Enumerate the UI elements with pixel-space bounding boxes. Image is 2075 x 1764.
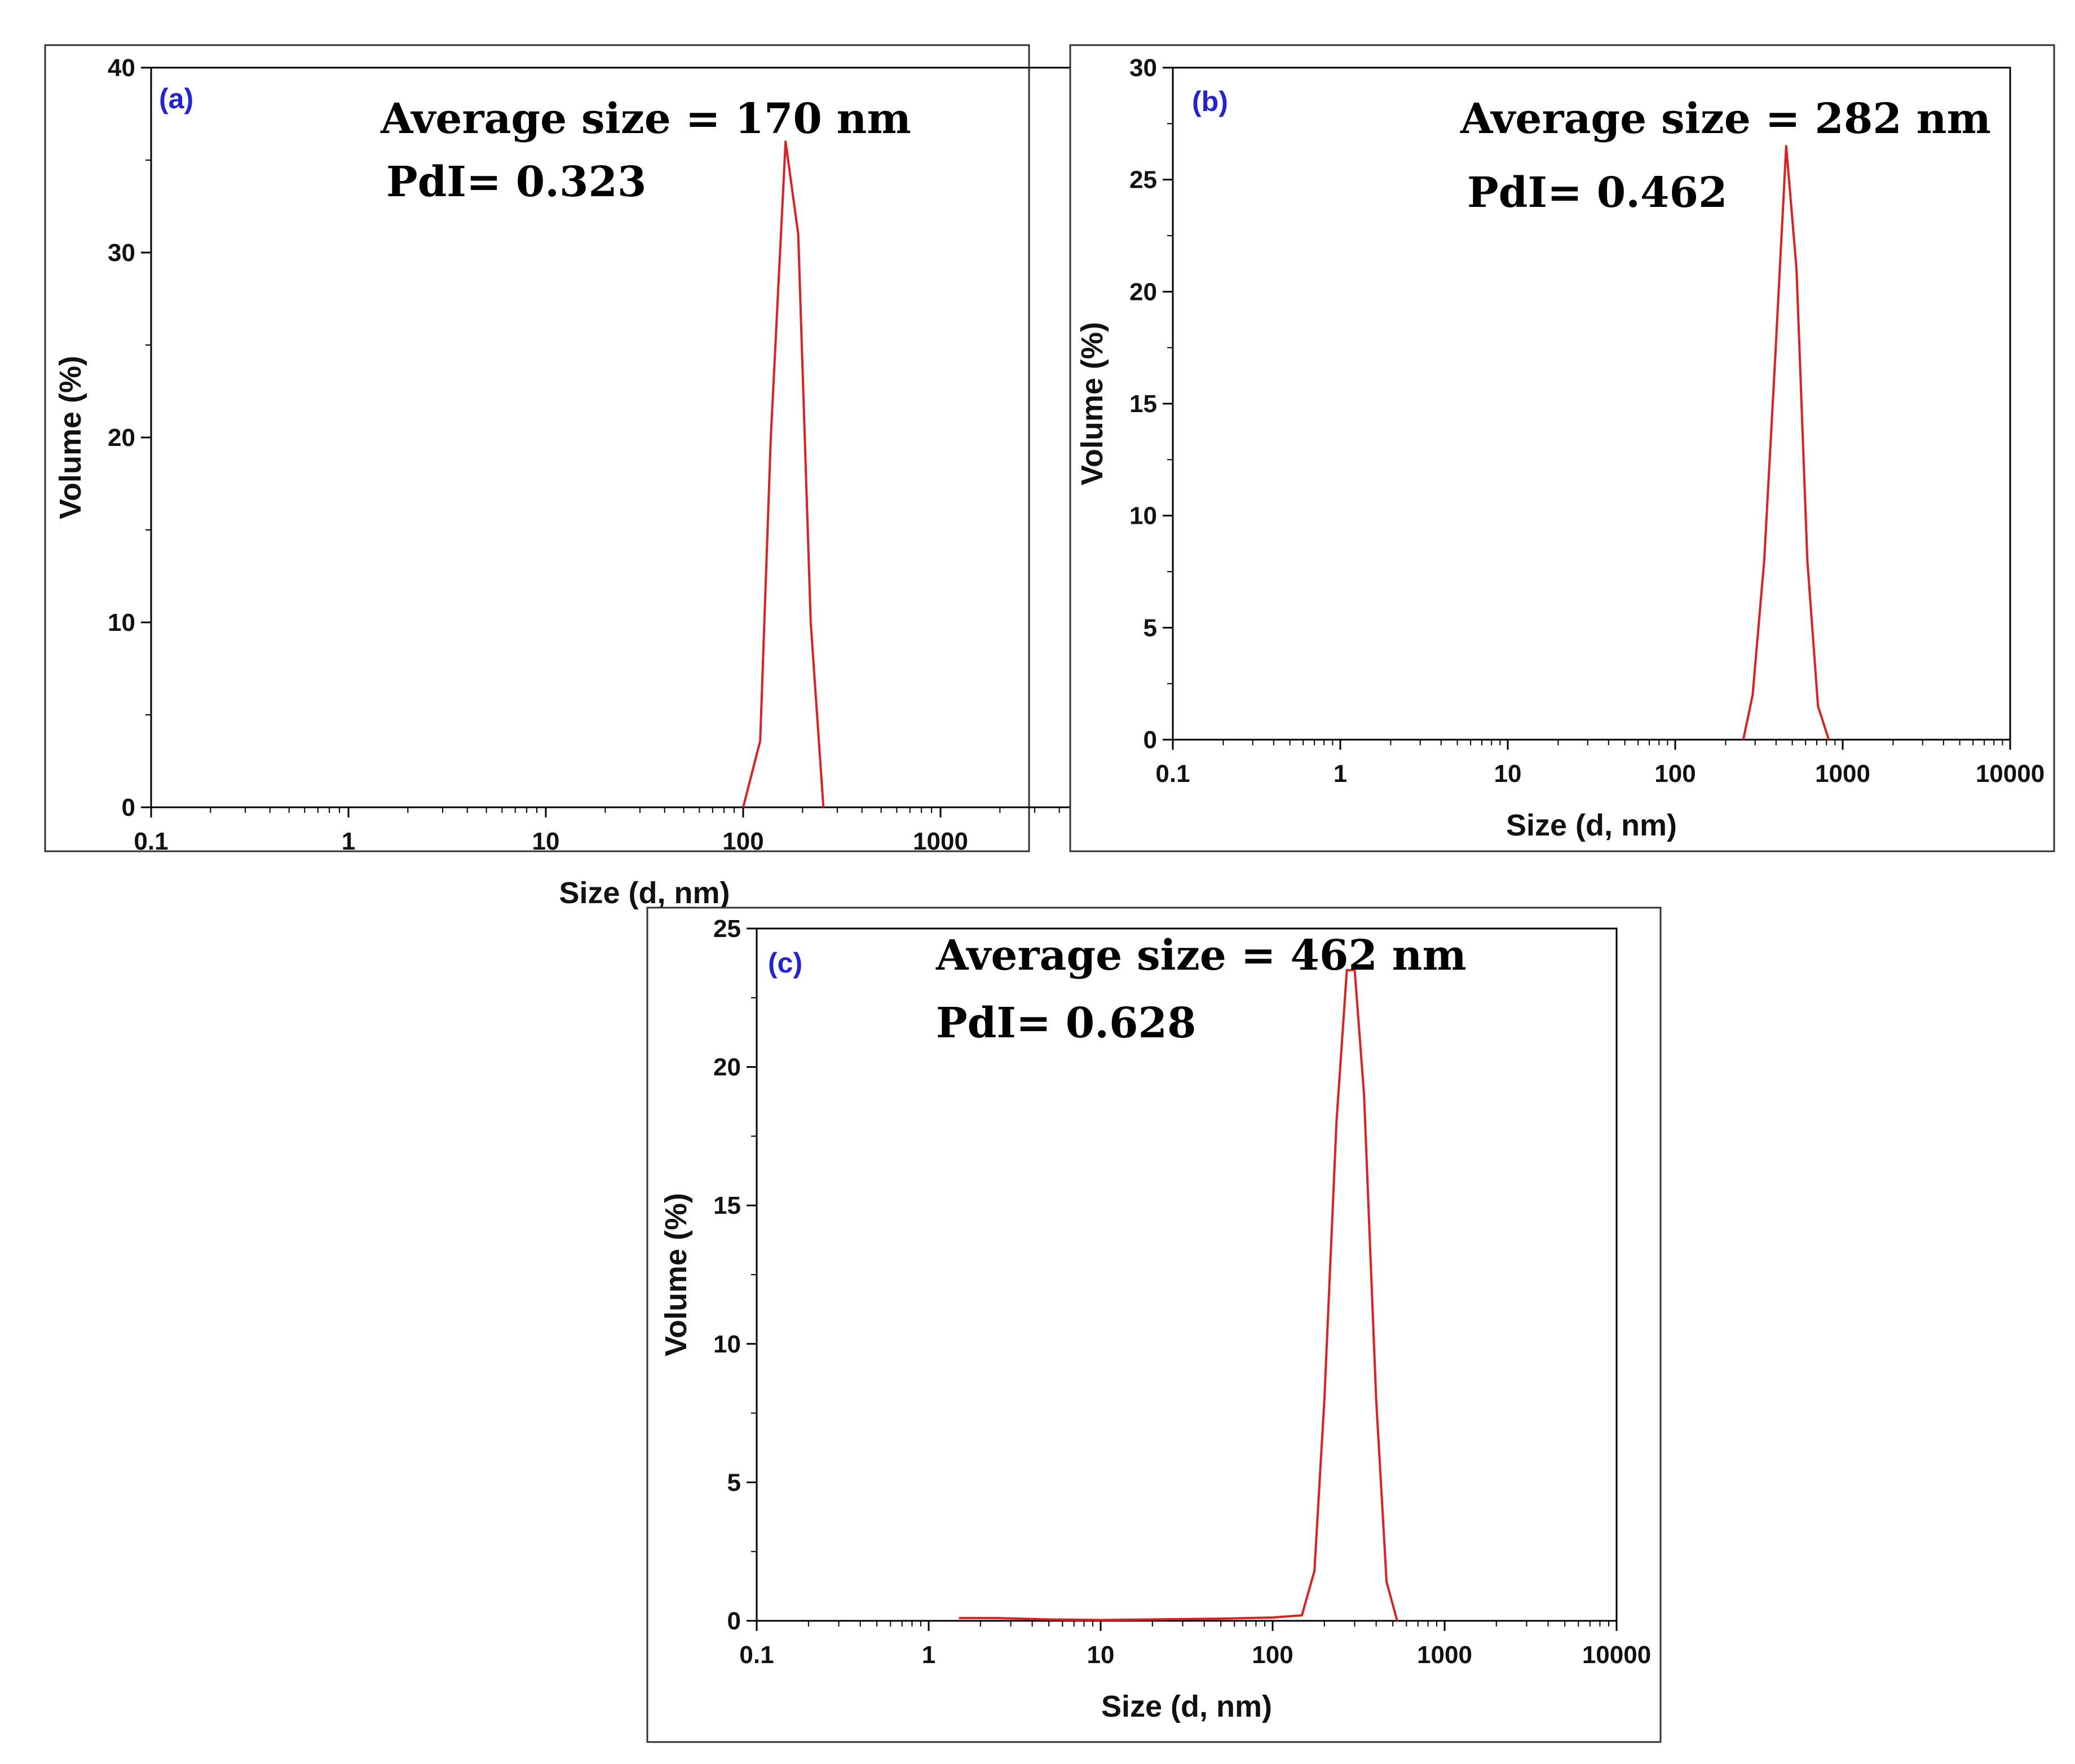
y-tick-label: 0 [122,794,135,821]
x-tick-label: 0.1 [739,1641,774,1669]
x-axis-title: Size (d, nm) [1101,1690,1272,1723]
x-tick-label: 100 [722,828,763,855]
x-tick-label: 100 [1252,1641,1293,1669]
y-tick-label: 10 [108,609,135,636]
chart-panel-b: 0.1 1 10 100 1000 10000 0 5 10 15 20 25 30 Size (d, n… [1069,44,2055,852]
average-size-annotation: Average size = 462 nm [935,931,1467,980]
y-tick-label: 15 [713,1192,741,1219]
y-tick-label: 10 [713,1330,741,1358]
series-line [742,140,825,808]
y-axis-title: Volume (%) [54,356,87,519]
average-size-annotation: Average size = 170 nm [380,95,911,143]
panel-label: (a) [159,83,193,114]
chart-panel-c: 0.1 1 10 100 1000 10000 0 5 10 15 20 25 Size (d, nm)… [646,907,1662,1743]
y-tick-label: 15 [1129,390,1157,418]
y-tick-label: 40 [108,54,135,82]
x-tick-label: 10000 [1582,1641,1651,1669]
panel-frame [44,44,1030,852]
y-tick-label: 0 [727,1607,741,1635]
panel-frame [1069,44,2055,852]
panel-label: (b) [1192,86,1228,117]
pdi-annotation: PdI= 0.462 [1467,169,1728,217]
y-tick-label: 20 [713,1054,741,1081]
x-tick-label: 1000 [913,828,968,855]
y-tick-label: 20 [108,424,135,452]
x-tick-label: 10 [532,828,560,855]
y-axis-title: Volume (%) [1075,322,1109,485]
x-tick-label: 1 [1334,760,1347,788]
y-tick-label: 25 [713,915,741,943]
x-tick-label: 0.1 [134,828,168,855]
y-tick-label: 20 [1129,278,1157,306]
average-size-annotation: Average size = 282 nm [1460,95,1991,143]
y-tick-label: 10 [1129,502,1157,530]
y-tick-label: 0 [1144,726,1157,754]
x-tick-label: 10 [1494,760,1522,788]
pdi-annotation: PdI= 0.628 [936,999,1197,1047]
y-tick-label: 5 [727,1469,741,1496]
y-axis-title: Volume (%) [659,1193,693,1356]
x-tick-label: 10 [1087,1641,1115,1669]
series-line [959,969,1398,1621]
x-tick-label: 1000 [1815,760,1870,788]
series-line [1742,145,1830,740]
y-tick-label: 30 [1129,54,1157,82]
x-tick-label: 1000 [1417,1641,1472,1669]
x-axis-title: Size (d, nm) [559,876,730,910]
x-tick-label: 100 [1654,760,1696,788]
x-tick-label: 1 [922,1641,935,1669]
x-tick-label: 10000 [1976,760,2045,788]
panel-frame [646,907,1662,1743]
chart-panel-a: 0.1110100100010000010203040Size (d, nm)V… [44,44,1172,910]
x-axis-title: Size (d, nm) [1506,808,1677,842]
x-tick-label: 1 [342,828,355,855]
pdi-annotation: PdI= 0.323 [386,158,647,206]
y-tick-label: 30 [108,239,135,267]
y-tick-label: 5 [1144,614,1157,642]
x-tick-label: 0.1 [1155,760,1190,788]
y-tick-label: 25 [1129,166,1157,194]
panel-label: (c) [768,947,802,979]
